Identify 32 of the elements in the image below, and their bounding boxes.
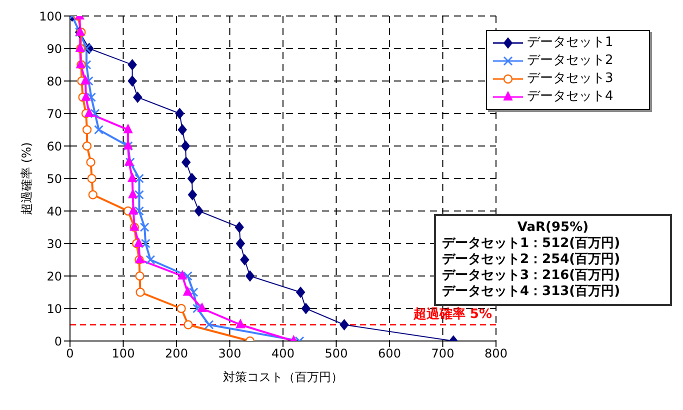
ref-line-label: 超過確率 5% <box>412 306 492 322</box>
y-tick-label: 100 <box>39 9 62 24</box>
annotation: データセット3：216(百万円) <box>442 268 622 284</box>
y-tick-label: 70 <box>46 106 62 121</box>
x-tick-label: 800 <box>484 346 508 361</box>
x-tick-label: 200 <box>165 346 188 361</box>
legend-label: データセット2 <box>527 53 614 69</box>
y-tick-label: 20 <box>46 269 62 284</box>
y-tick-label: 50 <box>46 172 62 186</box>
x-tick-label: 600 <box>378 346 401 361</box>
y-axis-title: 超過確率 (%) <box>19 142 34 215</box>
x-tick-label: 0 <box>66 346 74 361</box>
y-tick-label: 60 <box>46 139 62 154</box>
x-tick-label: 300 <box>218 346 242 361</box>
legend-label: データセット3 <box>527 71 614 87</box>
legend-label: データセット4 <box>527 89 614 105</box>
y-tick-label: 90 <box>46 42 62 56</box>
x-tick-label: 500 <box>324 346 348 361</box>
x-tick-label: 100 <box>112 346 135 361</box>
y-tick-label: 0 <box>54 334 62 348</box>
annotation: データセット4：313(百万円) <box>442 284 622 300</box>
annotation: データセット1：512(百万円) <box>442 236 622 252</box>
x-tick-label: 400 <box>272 346 294 361</box>
y-tick-label: 30 <box>46 236 62 251</box>
annotation: データセット2：254(百万円) <box>442 252 622 268</box>
y-tick-label: 40 <box>46 204 62 218</box>
text: VaR(95%) <box>517 220 589 235</box>
legend-label: データセット1 <box>527 35 614 51</box>
y-tick-label: 10 <box>46 302 62 316</box>
x-tick-label: 700 <box>431 346 454 361</box>
y-tick-label: 80 <box>46 74 62 88</box>
x-axis-title: 対策コスト（百万円） <box>223 370 343 384</box>
